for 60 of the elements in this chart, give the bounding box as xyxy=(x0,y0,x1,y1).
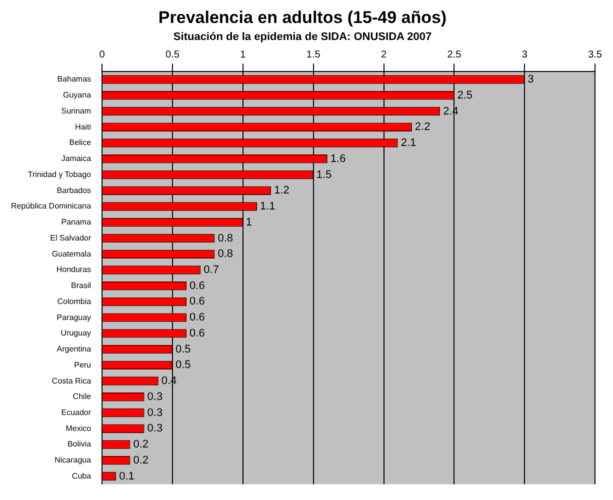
y-tick-label: Uruguay xyxy=(60,328,92,338)
x-tick-label: 1.5 xyxy=(306,49,321,60)
y-tick-label: Nicaragua xyxy=(54,456,92,465)
y-tick-label: Belice xyxy=(69,138,92,148)
data-label: 0.5 xyxy=(175,343,191,356)
data-label: 0.6 xyxy=(190,327,205,340)
x-tick-label: 2 xyxy=(380,49,387,60)
y-tick-label: Paraguay xyxy=(56,312,92,322)
data-label: 1.1 xyxy=(260,200,276,213)
x-tick-label: 0 xyxy=(99,49,106,60)
data-label: 0.3 xyxy=(147,406,163,419)
y-tick-label: Cuba xyxy=(72,471,92,480)
y-tick-label: Guatemala xyxy=(52,249,92,258)
y-tick-label: Colombia xyxy=(57,296,92,306)
y-tick-label: Guyana xyxy=(63,90,92,100)
data-label: 2.1 xyxy=(400,137,416,150)
chart-subtitle: Situación de la epidemia de SIDA: ONUSIDA 2007 xyxy=(173,31,432,44)
y-tick-label: Jamaica xyxy=(61,154,92,164)
y-tick-label: Mexico xyxy=(66,424,92,433)
y-tick-label: Brasil xyxy=(71,281,92,290)
data-label: 1 xyxy=(246,216,252,228)
y-tick-label: República Dominicana xyxy=(10,202,92,211)
y-tick-label: Argentina xyxy=(56,344,92,354)
data-label: 0.2 xyxy=(133,438,149,451)
y-tick-label: Trinidad y Tobago xyxy=(28,170,92,179)
x-tick-label: 0.5 xyxy=(166,49,180,60)
x-tick-label: 3.5 xyxy=(588,49,602,60)
data-label: 0.8 xyxy=(218,232,234,244)
data-label: 2.2 xyxy=(414,121,430,134)
y-tick-label: Bahamas xyxy=(57,74,92,84)
y-tick-label: Surinam xyxy=(61,106,92,116)
y-tick-label: Costa Rica xyxy=(52,376,92,386)
data-label: 0.5 xyxy=(175,359,191,372)
y-tick-label: Bolivia xyxy=(67,440,92,449)
y-tick-label: Barbados xyxy=(56,186,92,195)
data-label: 1.6 xyxy=(330,152,346,165)
data-label: 0.6 xyxy=(190,296,205,308)
data-label: 1.2 xyxy=(274,184,290,197)
data-label: 0.2 xyxy=(133,454,149,466)
data-label: 1.5 xyxy=(316,168,332,181)
y-tick-label: Chile xyxy=(72,392,92,402)
y-tick-label: Peru xyxy=(74,360,92,370)
data-label: 0.6 xyxy=(190,312,205,324)
y-tick-label: Honduras xyxy=(56,265,92,274)
y-tick-label: Panama xyxy=(61,218,92,227)
data-label: 0.1 xyxy=(119,470,134,482)
data-label: 3 xyxy=(528,74,534,86)
data-label: 2.5 xyxy=(457,89,472,102)
x-tick-label: 3 xyxy=(522,49,528,60)
y-tick-label: Ecuador xyxy=(61,408,92,417)
chart-title: Prevalencia en adultos (15-49 años) xyxy=(158,8,447,27)
data-label: 0.6 xyxy=(190,280,205,292)
data-label: 0.8 xyxy=(218,248,234,260)
y-tick-label: El Salvador xyxy=(50,233,92,242)
x-tick-label: 1 xyxy=(240,49,246,60)
x-tick-label: 2.5 xyxy=(447,49,462,60)
data-label: 0.3 xyxy=(147,390,163,403)
data-label: 0.3 xyxy=(147,422,163,435)
y-tick-label: Haiti xyxy=(75,122,92,132)
data-label: 0.7 xyxy=(204,264,219,276)
